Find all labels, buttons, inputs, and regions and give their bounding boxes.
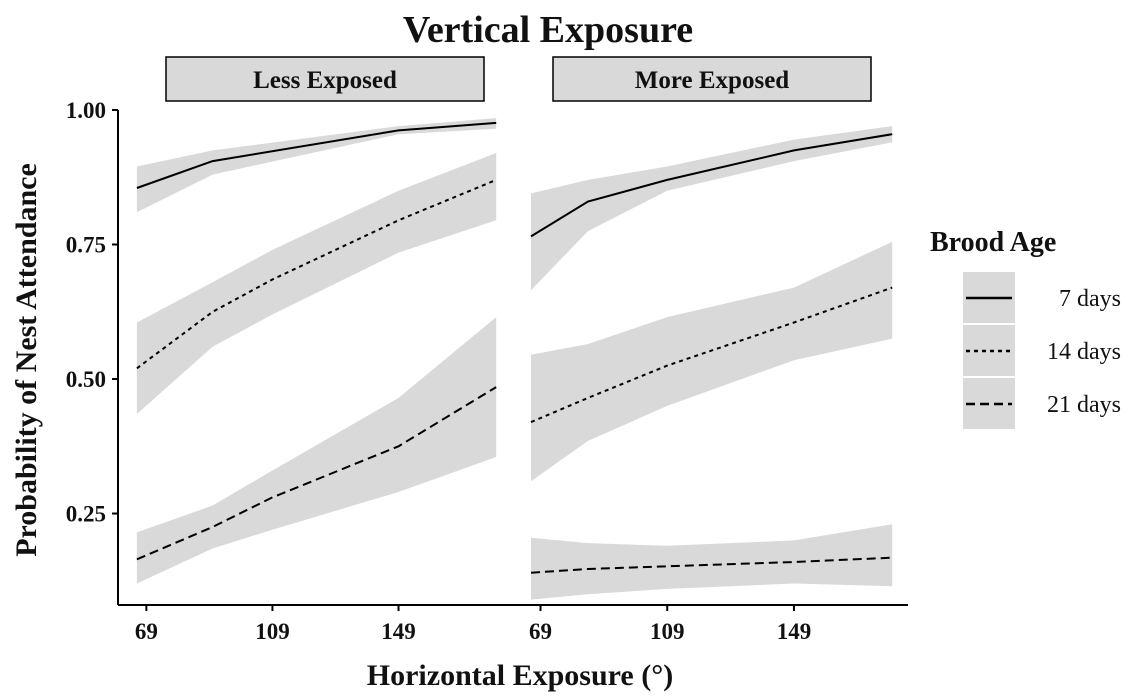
legend-title: Brood Age <box>930 227 1056 258</box>
confidence-band <box>531 524 893 600</box>
series-line <box>136 121 497 189</box>
y-tick-label: 0.25 <box>66 502 106 527</box>
panel-strip <box>552 56 872 102</box>
x-axis-ticks: 69 109 149 <box>135 605 416 644</box>
legend-items: 7 days 14 days 21 days <box>963 272 1121 429</box>
confidence-band <box>531 241 893 482</box>
plot-area <box>530 126 893 600</box>
series-line <box>530 286 893 424</box>
confidence-band <box>531 126 893 291</box>
series-line <box>136 386 497 561</box>
y-axis-label: Probability of Nest Attendance <box>10 163 43 557</box>
x-tick-label: 109 <box>255 619 290 644</box>
series-line <box>530 133 893 238</box>
panel-strip-label: Less Exposed <box>253 67 397 94</box>
panel-strip <box>165 56 485 102</box>
x-axis-label: Horizontal Exposure (°) <box>367 659 673 692</box>
panel-more-exposed: More Exposed 69 109 149 <box>512 56 908 644</box>
legend-label: 14 days <box>1047 339 1121 365</box>
series-line <box>530 556 893 574</box>
confidence-band <box>136 118 497 213</box>
x-tick-label: 149 <box>777 619 812 644</box>
chart-title: Vertical Exposure <box>403 9 693 51</box>
legend-label: 7 days <box>1059 286 1121 312</box>
series-line <box>136 178 497 370</box>
y-tick-label: 0.75 <box>66 233 106 258</box>
x-tick-label: 109 <box>650 619 685 644</box>
confidence-band <box>136 317 497 584</box>
legend-label: 21 days <box>1047 392 1121 418</box>
x-axis-ticks: 69 109 149 <box>529 605 811 644</box>
x-tick-label: 69 <box>529 619 552 644</box>
legend: Brood Age 7 days 14 days 21 days <box>930 227 1121 429</box>
y-tick-label: 1.00 <box>66 98 106 123</box>
x-tick-label: 69 <box>135 619 158 644</box>
y-tick-label: 0.50 <box>66 367 106 392</box>
plot-area <box>136 118 497 584</box>
confidence-band <box>136 153 497 414</box>
x-tick-label: 149 <box>381 619 416 644</box>
panel-less-exposed: Less Exposed 69 109 149 0.25 0.50 0.75 1.00 <box>66 56 512 644</box>
panel-strip-label: More Exposed <box>635 67 789 94</box>
y-axis-ticks: 0.25 0.50 0.75 1.00 <box>66 98 118 527</box>
